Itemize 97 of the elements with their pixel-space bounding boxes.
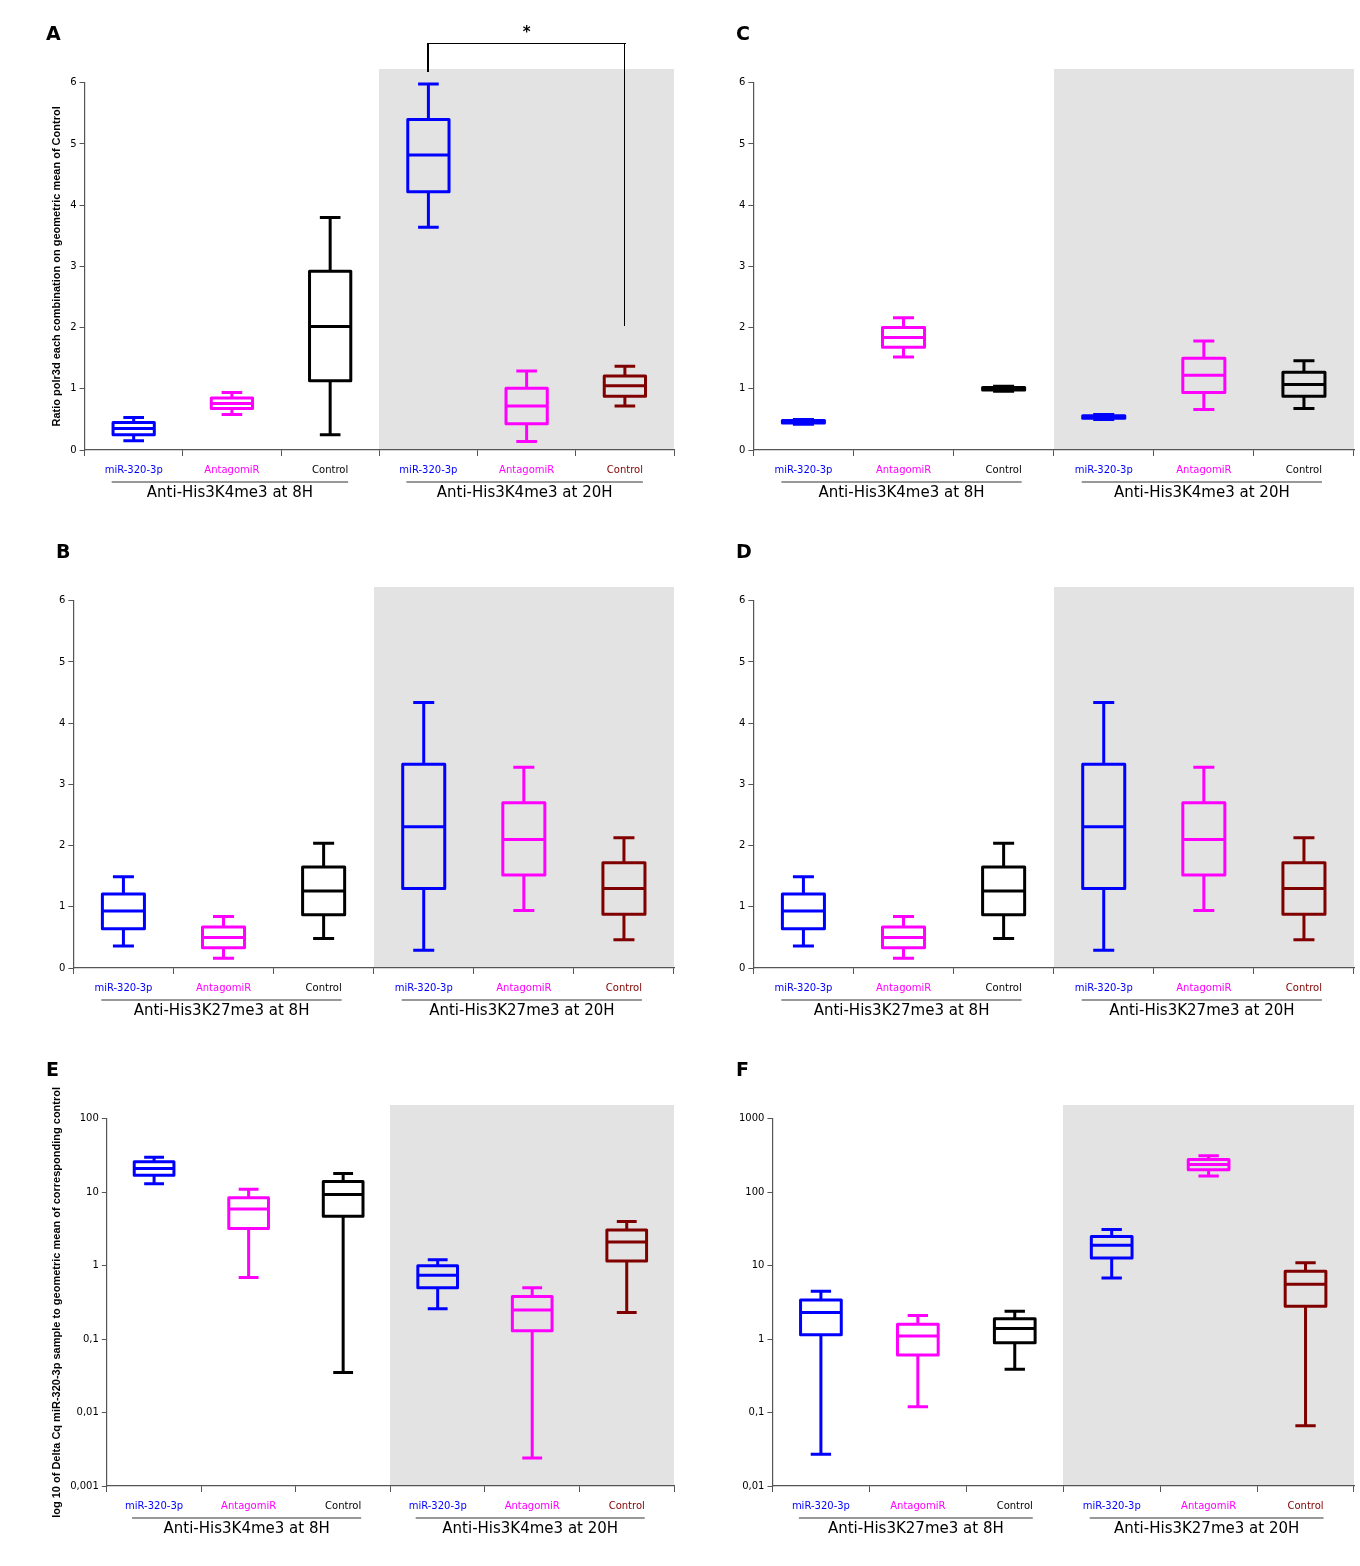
y-tick-label: 10 [86, 1185, 99, 1197]
x-tick-label: AntagomiR [195, 981, 252, 993]
x-tick-label: Control [1285, 981, 1323, 993]
x-tick-label: miR-320-3p [1082, 1499, 1141, 1511]
x-tick-label: miR-320-3p [94, 981, 153, 993]
x-tick-label: miR-320-3p [408, 1499, 467, 1511]
y-tick-label: 2 [738, 839, 746, 851]
x-tick-label: Control [1287, 1499, 1324, 1511]
x-tick-label: miR-320-3p [125, 1499, 184, 1511]
x-tick-label: AntagomiR [496, 981, 552, 993]
y-tick-label: 1 [92, 1259, 99, 1271]
x-tick-label: miR-320-3p [1074, 981, 1133, 993]
x-tick-label: miR-320-3p [774, 463, 833, 475]
y-tick-label: 4 [738, 198, 746, 210]
x-tick-label: Control [608, 1499, 645, 1511]
text: Anti-His3K27me3 at 8H [133, 1001, 310, 1020]
x-tick-label: miR-320-3p [774, 981, 833, 993]
y-tick-label: 0,1 [748, 1406, 765, 1418]
y-tick-label: 0 [738, 961, 746, 973]
y-tick-label: 4 [738, 716, 746, 728]
y-tick-label: 6 [70, 76, 77, 88]
y-tick-label: 3 [70, 259, 77, 271]
x-tick-label: AntagomiR [504, 1499, 560, 1511]
text: * [522, 23, 531, 42]
y-tick-label: 5 [70, 137, 77, 149]
y-tick-label: 2 [70, 321, 77, 333]
x-tick-label: Control [325, 1499, 362, 1511]
y-tick-label: 6 [738, 76, 746, 88]
y-axis-title: Ratio polr3d each combination on geometric mean of Control [49, 106, 62, 427]
x-tick-label: miR-320-3p [791, 1499, 850, 1511]
x-tick-label: Control [605, 981, 643, 993]
chart-title: D [736, 540, 752, 563]
y-tick-label: 1 [738, 900, 746, 912]
y-tick-label: 5 [738, 137, 746, 149]
x-tick-label: miR-320-3p [104, 463, 163, 475]
y-tick-label: 2 [58, 839, 66, 851]
x-tick-label: miR-320-3p [399, 463, 458, 475]
text: Anti-His3K4me3 at 8H [818, 483, 985, 502]
y-tick-label: 4 [58, 716, 66, 728]
chart-title: A [46, 22, 61, 45]
y-tick-label: 3 [58, 777, 66, 789]
text: Anti-His3K27me3 at 8H [827, 1519, 1004, 1538]
x-tick-label: Control [996, 1499, 1033, 1511]
y-tick-label: 100 [745, 1185, 765, 1197]
y-axis-title: log 10 of Delta Cq miR-320-3p sample to geometric mean of corresponding control [49, 1086, 62, 1518]
text: Anti-His3K27me3 at 8H [813, 1001, 990, 1020]
y-tick-label: 0 [738, 443, 746, 455]
text: Anti-His3K4me3 at 8H [146, 483, 314, 502]
y-tick-label: 2 [738, 321, 746, 333]
x-tick-label: Control [1285, 463, 1323, 475]
text: Anti-His3K4me3 at 20H [442, 1519, 619, 1538]
y-tick-label: 1 [758, 1332, 765, 1344]
x-tick-label: Control [985, 981, 1022, 993]
text: Anti-His3K4me3 at 20H [1113, 483, 1290, 502]
y-tick-label: 10 [751, 1259, 765, 1271]
y-tick-label: 100 [79, 1112, 99, 1124]
x-tick-label: AntagomiR [1176, 981, 1232, 993]
text: Anti-His3K4me3 at 20H [436, 483, 613, 502]
x-tick-label: miR-320-3p [394, 981, 453, 993]
x-tick-label: Control [985, 463, 1022, 475]
y-tick-label: 3 [738, 777, 746, 789]
y-tick-label: 3 [738, 259, 746, 271]
x-tick-label: AntagomiR [1176, 463, 1232, 475]
chart-title: E [46, 1058, 59, 1081]
y-tick-label: 6 [738, 594, 746, 606]
x-tick-label: AntagomiR [221, 1499, 277, 1511]
text: Anti-His3K27me3 at 20H [1109, 1001, 1295, 1020]
x-tick-label: AntagomiR [499, 463, 555, 475]
x-tick-label: miR-320-3p [1074, 463, 1133, 475]
text: Anti-His3K27me3 at 20H [429, 1001, 615, 1020]
y-tick-label: 4 [70, 198, 77, 210]
chart-title: F [736, 1058, 749, 1081]
chart-title: C [736, 22, 750, 45]
x-tick-label: AntagomiR [890, 1499, 946, 1511]
y-tick-label: 0,1 [82, 1332, 99, 1344]
y-tick-label: 1 [58, 900, 66, 912]
x-tick-label: AntagomiR [1181, 1499, 1237, 1511]
x-tick-label: AntagomiR [875, 463, 932, 475]
y-tick-label: 0 [58, 961, 66, 973]
y-tick-label: 1 [70, 382, 77, 394]
x-tick-label: Control [312, 463, 349, 475]
y-tick-label: 0,01 [76, 1406, 99, 1418]
text: Anti-His3K27me3 at 20H [1113, 1519, 1300, 1538]
y-tick-label: 0 [70, 443, 77, 455]
y-tick-label: 0,001 [70, 1479, 99, 1491]
chart-title: B [56, 540, 71, 563]
y-tick-label: 0,01 [742, 1479, 765, 1491]
x-tick-label: AntagomiR [204, 463, 260, 475]
text: Anti-His3K4me3 at 8H [163, 1519, 330, 1538]
y-tick-label: 6 [58, 594, 66, 606]
y-tick-label: 5 [58, 655, 66, 667]
x-tick-label: Control [305, 981, 342, 993]
y-tick-label: 1000 [739, 1112, 765, 1124]
y-tick-label: 5 [738, 655, 746, 667]
y-tick-label: 1 [738, 382, 746, 394]
x-tick-label: Control [606, 463, 643, 475]
x-tick-label: AntagomiR [875, 981, 932, 993]
